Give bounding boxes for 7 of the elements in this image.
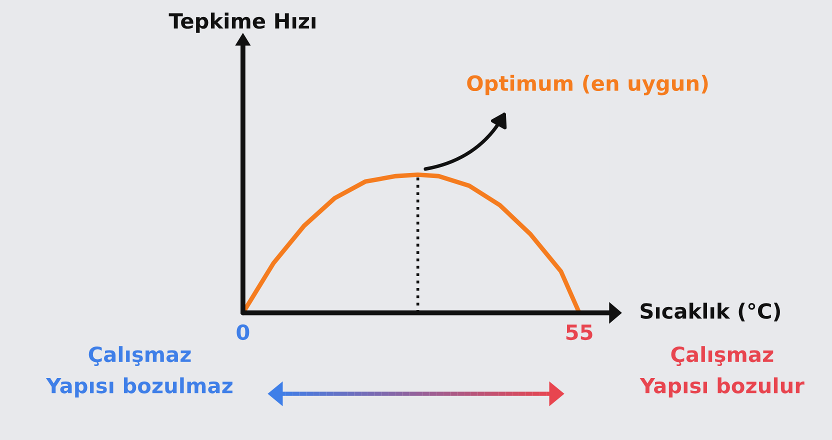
text: Tepkime Hızı bbox=[168, 12, 316, 33]
x-tick-label: 55 bbox=[566, 324, 592, 340]
text: Çalışmaz Yapısı bozulur bbox=[640, 346, 804, 398]
x-tick-label: 0 bbox=[236, 324, 250, 340]
text: Çalışmaz Yapısı bozulmaz bbox=[46, 346, 232, 398]
text: Optimum (en uygun) bbox=[467, 74, 708, 96]
x-axis-title: Sıcaklık (°C) bbox=[640, 302, 780, 322]
